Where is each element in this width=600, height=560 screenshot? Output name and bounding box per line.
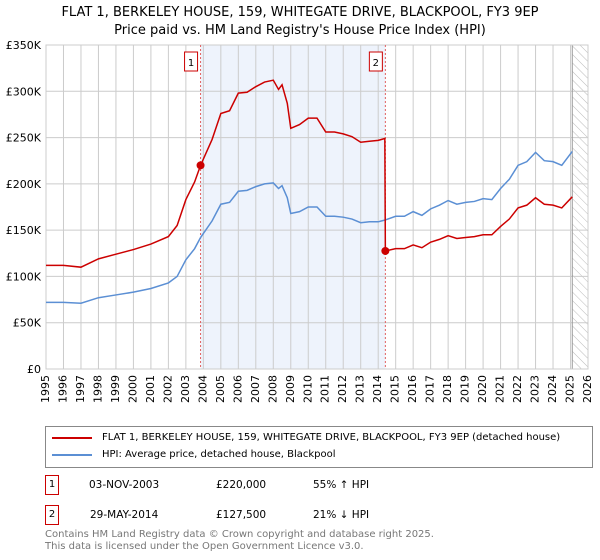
x-tick-label: 1995 bbox=[39, 375, 52, 403]
x-tick-label: 2017 bbox=[424, 375, 437, 403]
x-tick-label: 2026 bbox=[581, 375, 594, 403]
legend-item-property: FLAT 1, BERKELEY HOUSE, 159, WHITEGATE D… bbox=[52, 432, 560, 443]
transaction-price: £127,500 bbox=[216, 509, 267, 521]
x-tick-label: 2008 bbox=[266, 375, 279, 403]
subtitle-line: Price paid vs. HM Land Registry's House … bbox=[114, 23, 486, 38]
price-chart: 1995 1996 1997 1998 1999 2000 2001 2002 2003 2004… bbox=[6, 39, 594, 403]
x-tick-label: 2020 bbox=[476, 375, 489, 403]
y-tick-label: £300K bbox=[6, 85, 42, 98]
transaction-date: 29-MAY-2014 bbox=[90, 509, 159, 521]
x-tick-label: 2000 bbox=[126, 375, 139, 403]
x-tick-label: 2011 bbox=[319, 375, 332, 403]
x-tick-label: 1999 bbox=[109, 375, 122, 403]
title-line: FLAT 1, BERKELEY HOUSE, 159, WHITEGATE D… bbox=[61, 5, 539, 20]
sale-label-box bbox=[368, 51, 383, 72]
x-tick-label: 2022 bbox=[511, 375, 524, 403]
x-tick-label: 2004 bbox=[196, 375, 209, 403]
footer: Contains HM Land Registry data © Crown c… bbox=[45, 529, 434, 553]
legend: FLAT 1, BERKELEY HOUSE, 159, WHITEGATE D… bbox=[45, 426, 593, 468]
y-tick-label: £50K bbox=[13, 317, 42, 330]
transaction-row: 2 29-MAY-2014 £127,500 21% ↓ HPI bbox=[45, 505, 369, 525]
series-line bbox=[46, 79, 573, 268]
legend-item-hpi: HPI: Average price, detached house, Blac… bbox=[52, 449, 336, 460]
y-tick-label: £150K bbox=[6, 224, 42, 237]
series-line bbox=[46, 151, 573, 305]
legend-label: HPI: Average price, detached house, Blac… bbox=[102, 449, 336, 460]
x-tick-label: 2009 bbox=[284, 375, 297, 403]
x-tick-label: 2007 bbox=[249, 375, 262, 403]
transaction-date: 03-NOV-2003 bbox=[89, 479, 160, 491]
sale-label: 1 bbox=[188, 58, 194, 69]
x-tick-label: 2018 bbox=[441, 375, 454, 403]
future-hatch bbox=[572, 45, 588, 369]
x-tick-label: 2012 bbox=[336, 375, 349, 403]
sale-point bbox=[381, 246, 390, 255]
x-tick-label: 2023 bbox=[529, 375, 542, 403]
x-tick-label: 2005 bbox=[214, 375, 227, 403]
owned-period-shade bbox=[200, 45, 386, 369]
red-line-swatch bbox=[52, 436, 92, 439]
x-tick-label: 1996 bbox=[56, 375, 69, 403]
y-tick-label: £100K bbox=[6, 270, 42, 283]
x-tick-label: 2002 bbox=[161, 375, 174, 403]
x-tick-label: 2001 bbox=[144, 375, 157, 403]
sale-label-box bbox=[184, 51, 199, 72]
x-tick-label: 2024 bbox=[546, 375, 559, 403]
sale-label: 2 bbox=[373, 58, 379, 69]
y-tick-label: £0 bbox=[27, 363, 41, 376]
y-tick-label: £200K bbox=[6, 178, 42, 191]
plot-frame bbox=[45, 44, 589, 370]
transaction-badge: 2 bbox=[45, 505, 59, 525]
x-tick-label: 2003 bbox=[179, 375, 192, 403]
footer-line: This data is licensed under the Open Gov… bbox=[45, 541, 364, 552]
transaction-price: £220,000 bbox=[216, 479, 267, 491]
x-tick-label: 2015 bbox=[389, 375, 402, 403]
x-tick-label: 2006 bbox=[231, 375, 244, 403]
x-tick-label: 1997 bbox=[74, 375, 87, 403]
x-tick-label: 1998 bbox=[91, 375, 104, 403]
footer-line: Contains HM Land Registry data © Crown c… bbox=[45, 529, 434, 540]
transaction-hpi: 55% ↑ HPI bbox=[313, 479, 370, 491]
x-tick-label: 2016 bbox=[406, 375, 419, 403]
x-tick-label: 2019 bbox=[459, 375, 472, 403]
blue-line-swatch bbox=[52, 453, 92, 456]
x-tick-label: 2014 bbox=[371, 375, 384, 403]
y-tick-label: £350K bbox=[6, 39, 42, 52]
x-tick-label: 2010 bbox=[301, 375, 314, 403]
x-tick-label: 2025 bbox=[564, 375, 577, 403]
transaction-hpi: 21% ↓ HPI bbox=[313, 509, 370, 521]
chart-title: FLAT 1, BERKELEY HOUSE, 159, WHITEGATE D… bbox=[0, 4, 600, 40]
transaction-badge: 1 bbox=[45, 475, 59, 495]
x-tick-label: 2013 bbox=[354, 375, 367, 403]
y-tick-label: £250K bbox=[6, 132, 42, 145]
x-tick-label: 2021 bbox=[494, 375, 507, 403]
legend-label: FLAT 1, BERKELEY HOUSE, 159, WHITEGATE D… bbox=[102, 432, 561, 443]
transaction-row: 1 03-NOV-2003 £220,000 55% ↑ HPI bbox=[45, 475, 369, 495]
sale-point bbox=[196, 161, 205, 170]
